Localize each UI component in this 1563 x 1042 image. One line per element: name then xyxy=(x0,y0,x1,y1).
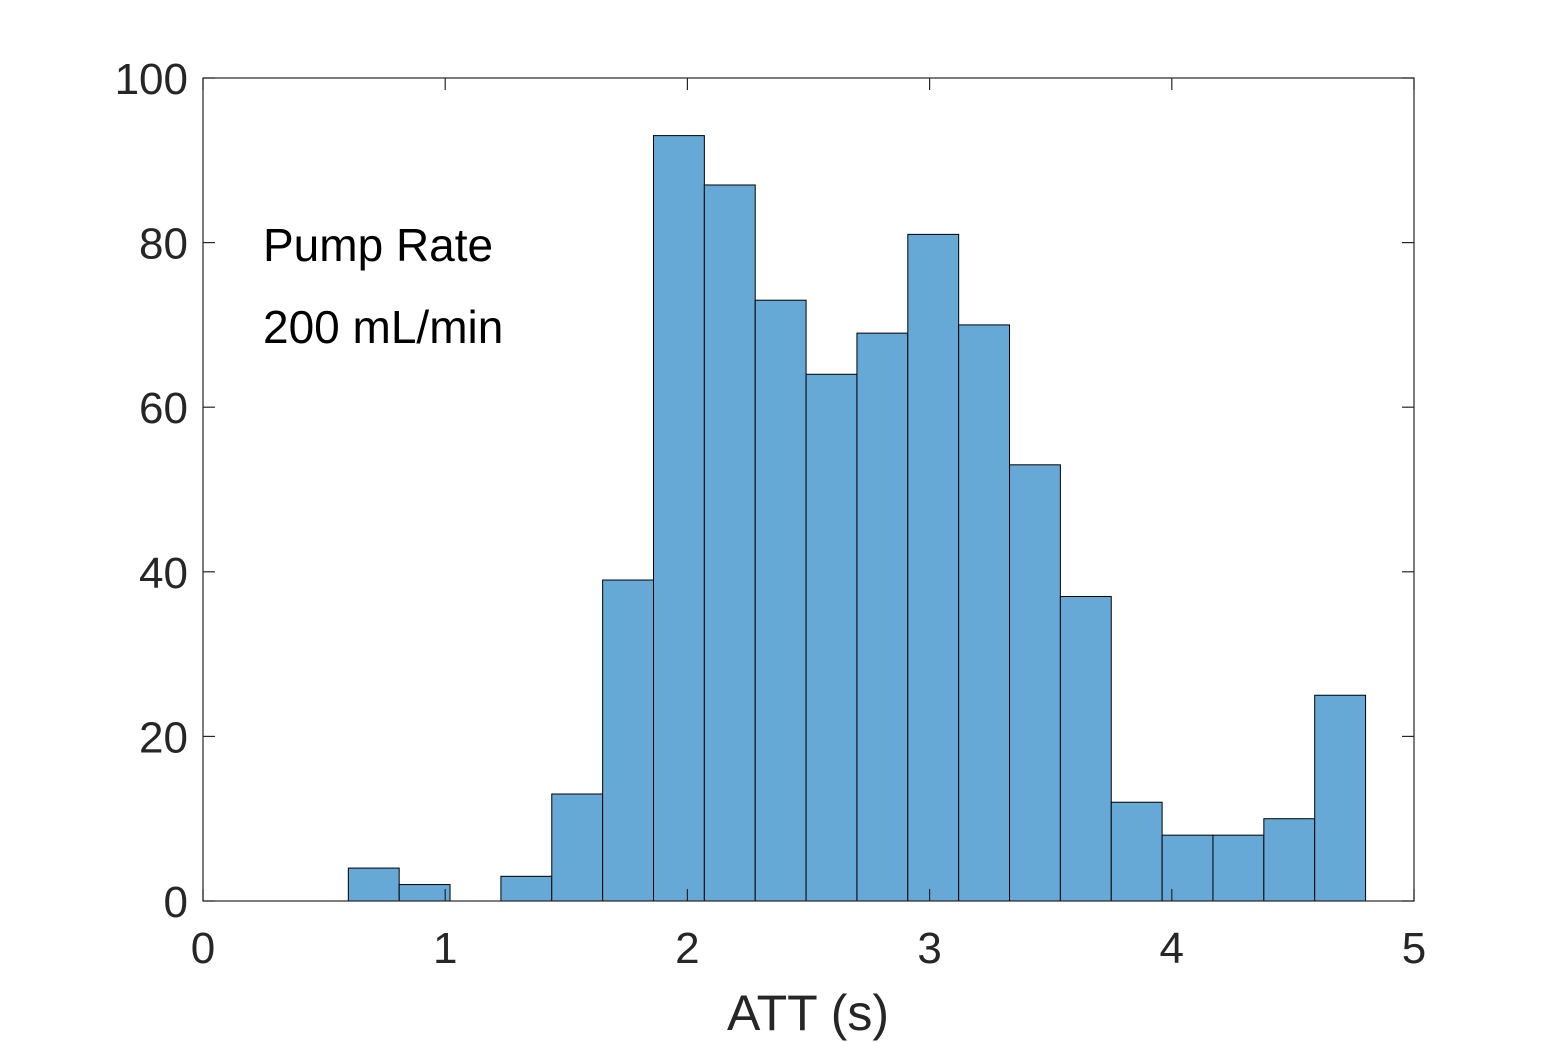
x-tick-label: 2 xyxy=(675,924,699,973)
histogram-bar xyxy=(1059,595,1112,902)
y-tick-label: 0 xyxy=(164,878,188,927)
histogram-bar xyxy=(1263,818,1316,902)
bars-group xyxy=(347,135,1367,902)
histogram-bar xyxy=(500,875,553,902)
histogram-bar xyxy=(856,332,909,902)
x-tick-label: 1 xyxy=(433,924,457,973)
axes-box xyxy=(202,77,1415,902)
histogram-bar xyxy=(958,324,1011,902)
histogram-bar xyxy=(1161,834,1214,902)
histogram-bar xyxy=(805,373,858,902)
histogram-bar xyxy=(1009,464,1061,902)
y-tick-label: 20 xyxy=(139,713,188,762)
histogram-bar xyxy=(652,135,705,902)
ticks-group xyxy=(202,77,1415,902)
histogram-bar xyxy=(347,867,400,902)
annotation-line-1: Pump Rate xyxy=(263,219,493,271)
histogram-bar xyxy=(703,184,756,902)
y-tick-label: 100 xyxy=(115,55,188,104)
histogram-bar xyxy=(754,299,807,902)
histogram-bar xyxy=(1314,694,1367,902)
x-tick-label: 5 xyxy=(1402,924,1426,973)
x-tick-labels: 0 1 2 3 4 5 xyxy=(191,924,1426,973)
histogram-bar xyxy=(602,579,654,902)
y-tick-label: 60 xyxy=(139,384,188,433)
histogram-bar xyxy=(551,793,604,902)
y-tick-labels: 0 20 40 60 80 100 xyxy=(115,55,188,927)
annotation-line-2: 200 mL/min xyxy=(263,301,503,353)
x-tick-label: 4 xyxy=(1160,924,1184,973)
histogram-bar xyxy=(398,884,451,902)
histogram-bar xyxy=(1212,834,1265,902)
histogram-bar xyxy=(907,233,960,902)
x-tick-label: 3 xyxy=(917,924,941,973)
x-tick-label: 0 xyxy=(191,924,215,973)
histogram-bar xyxy=(1110,801,1163,902)
y-tick-label: 40 xyxy=(139,549,188,598)
x-axis-label: ATT (s) xyxy=(727,985,889,1041)
y-tick-label: 80 xyxy=(139,220,188,269)
